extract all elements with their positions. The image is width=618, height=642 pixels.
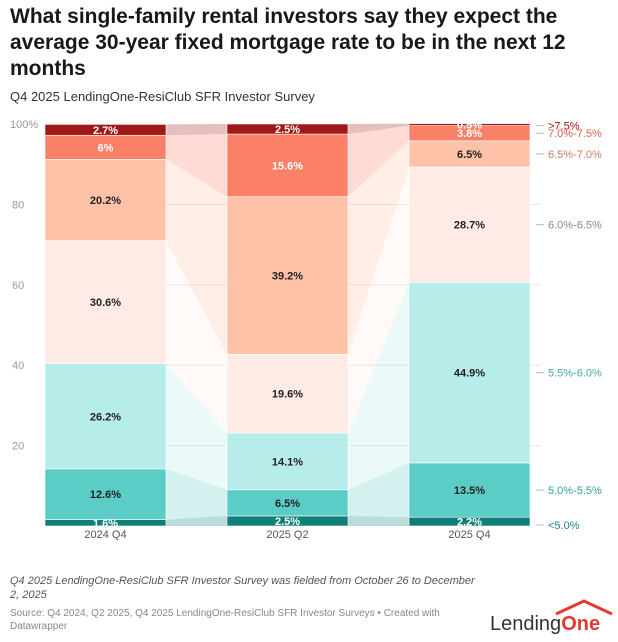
bar-segment bbox=[44, 124, 167, 136]
y-axis: 20 40 60 80 100% bbox=[10, 119, 38, 453]
x-axis: 2024 Q4 2025 Q2 2025 Q4 bbox=[84, 529, 490, 540]
bar-segment bbox=[408, 123, 531, 126]
data-label: 39.2% bbox=[272, 271, 303, 283]
legend-item: 5.5%-6.0% bbox=[548, 368, 602, 380]
bars bbox=[44, 123, 531, 527]
data-label: 6.5% bbox=[275, 498, 300, 510]
connector-band bbox=[166, 124, 227, 136]
category-label: 2025 Q2 bbox=[266, 529, 308, 540]
data-label: 13.5% bbox=[454, 485, 485, 497]
data-label: 44.9% bbox=[454, 368, 485, 380]
legend-item: 7.0%-7.5% bbox=[548, 128, 602, 140]
connector-band bbox=[348, 462, 409, 518]
source-credit: Source: Q4 2024, Q2 2025, Q4 2025 Lendin… bbox=[10, 608, 440, 632]
bar-segment bbox=[226, 133, 349, 198]
bar-segment bbox=[408, 140, 531, 168]
data-label: 28.7% bbox=[454, 220, 485, 232]
data-label: 19.6% bbox=[272, 389, 303, 401]
connector-band bbox=[348, 282, 409, 490]
bar-segment bbox=[44, 363, 167, 470]
bar-segment bbox=[226, 432, 349, 491]
connector-band bbox=[348, 140, 409, 355]
connector-band bbox=[166, 515, 227, 526]
y-tick-label: 60 bbox=[12, 280, 24, 292]
connector-band bbox=[166, 134, 227, 197]
logo-text-one: One bbox=[561, 613, 601, 635]
connector-band bbox=[348, 125, 409, 197]
connector-band bbox=[166, 240, 227, 434]
bar-segment bbox=[226, 196, 349, 355]
connector-band bbox=[348, 515, 409, 526]
roof-icon bbox=[555, 599, 613, 616]
legend-item: 5.0%-5.5% bbox=[548, 485, 602, 497]
data-label: 6% bbox=[98, 142, 114, 154]
bar-segment bbox=[408, 462, 531, 518]
category-label: 2025 Q4 bbox=[448, 529, 490, 540]
legend-item: >7.5% bbox=[548, 121, 580, 133]
connector-band bbox=[166, 159, 227, 355]
data-label: 6.5% bbox=[457, 149, 482, 161]
y-tick-label: 40 bbox=[12, 360, 24, 372]
data-label: 12.6% bbox=[90, 489, 121, 501]
chart-title: What single-family rental investors say … bbox=[10, 5, 566, 80]
legend-item: <5.0% bbox=[548, 520, 580, 532]
data-label: 2.2% bbox=[457, 517, 482, 529]
data-label: 3.8% bbox=[457, 128, 482, 140]
connector-band bbox=[166, 468, 227, 520]
data-label: 15.6% bbox=[272, 160, 303, 172]
connector-band bbox=[348, 167, 409, 434]
category-label: 2024 Q4 bbox=[84, 529, 126, 540]
y-tick-label: 100% bbox=[10, 119, 38, 131]
bar-segment bbox=[226, 123, 349, 135]
legend: <5.0% 5.0%-5.5% 5.5%-6.0% 6.0%-6.5% 6.5%-7.0… bbox=[536, 121, 602, 532]
connector-band bbox=[166, 363, 227, 490]
data-label: 0.5% bbox=[457, 120, 482, 132]
survey-note: Q4 2025 LendingOne-ResiClub SFR Investor… bbox=[10, 575, 475, 601]
bar-connectors bbox=[166, 123, 409, 526]
y-tick-label: 80 bbox=[12, 199, 24, 211]
bar-segment bbox=[44, 159, 167, 241]
bar-segment bbox=[44, 134, 167, 160]
stacked-bar-chart: 1.6% 12.6% 26.2% 30.6% 20.2% 6% 2.7% 2.5% 6.5% 14… bbox=[10, 119, 602, 540]
logo-text-lending: Lending bbox=[490, 613, 562, 635]
data-label: 26.2% bbox=[90, 411, 121, 423]
bar-segment bbox=[226, 489, 349, 517]
connector-band bbox=[348, 123, 409, 135]
data-label: 14.1% bbox=[272, 456, 303, 468]
data-label: 30.6% bbox=[90, 297, 121, 309]
data-label: 1.6% bbox=[93, 518, 118, 530]
data-label: 2.5% bbox=[275, 124, 300, 136]
data-label: 20.2% bbox=[90, 195, 121, 207]
value-labels: 1.6% 12.6% 26.2% 30.6% 20.2% 6% 2.7% 2.5% 6.5% 14… bbox=[90, 120, 485, 530]
data-label: 2.5% bbox=[275, 516, 300, 528]
lendingone-logo: LendingOne bbox=[490, 598, 613, 638]
y-tick-label: 20 bbox=[12, 441, 24, 453]
bar-segment bbox=[226, 354, 349, 434]
bar-segment bbox=[44, 468, 167, 520]
legend-item: 6.0%-6.5% bbox=[548, 220, 602, 232]
bar-segment bbox=[44, 240, 167, 364]
bar-segment bbox=[408, 166, 531, 283]
bar-segment bbox=[408, 282, 531, 464]
legend-item: 6.5%-7.0% bbox=[548, 149, 602, 161]
chart-subtitle: Q4 2025 LendingOne-ResiClub SFR Investor… bbox=[10, 89, 315, 104]
data-label: 2.7% bbox=[93, 125, 118, 137]
